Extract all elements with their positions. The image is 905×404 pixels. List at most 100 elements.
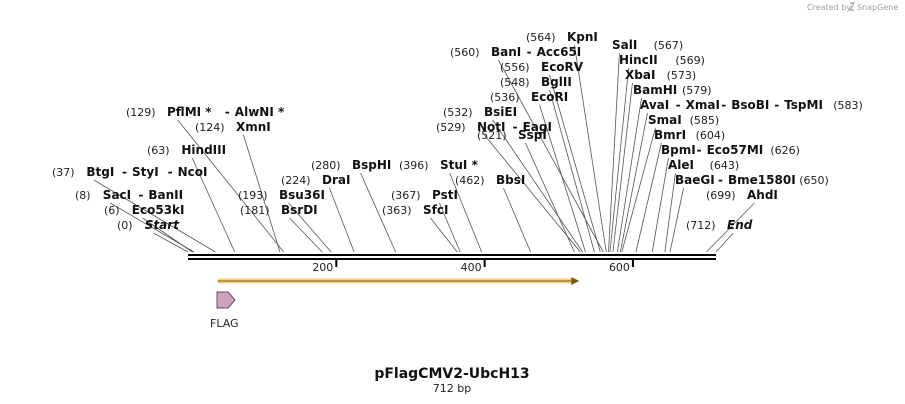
enzyme-separator: -	[718, 173, 723, 187]
enzyme-name: SalI	[612, 38, 637, 52]
enzyme-site[interactable]: - Bme1580I	[718, 173, 796, 187]
enzyme-site[interactable]: (521) SspI	[477, 128, 547, 142]
enzyme-site[interactable]: (124) XmnI	[195, 120, 271, 134]
enzyme-site[interactable]: BamHI	[633, 83, 677, 97]
enzyme-position: (536)	[490, 91, 520, 104]
enzyme-site[interactable]: (583)	[833, 99, 863, 112]
enzyme-name: KpnI	[567, 30, 598, 44]
enzyme-position: (579)	[682, 84, 712, 97]
enzyme-site[interactable]: (556) EcoRV	[500, 60, 584, 74]
enzyme-site[interactable]: (193) Bsu36I	[238, 188, 325, 202]
enzyme-site[interactable]: (462) BbsI	[455, 173, 525, 187]
enzyme-site[interactable]: - Acc65I	[527, 45, 582, 59]
leader-line	[616, 97, 642, 253]
enzyme-site[interactable]: - BsoBI	[721, 98, 769, 112]
enzyme-site[interactable]: XbaI	[625, 68, 655, 82]
leader-line	[612, 82, 633, 253]
enzyme-site[interactable]: SmaI	[648, 113, 682, 127]
enzyme-name: StyI	[132, 165, 159, 179]
ruler-tick-label: 200	[312, 261, 333, 274]
enzyme-position: (37)	[52, 166, 75, 179]
enzyme-site[interactable]: (579)	[682, 84, 712, 97]
enzyme-position: (363)	[382, 204, 412, 217]
enzyme-position: (0)	[117, 219, 133, 232]
credit-brand: SnapGene	[857, 3, 898, 12]
enzyme-site[interactable]: (548) BglII	[500, 75, 572, 89]
enzyme-site[interactable]: (181) BsrDI	[240, 203, 318, 217]
enzyme-site[interactable]: HincII	[619, 53, 658, 67]
enzyme-site[interactable]: - TspMI	[774, 98, 823, 112]
leader-line	[498, 59, 604, 253]
enzyme-site[interactable]: SalI	[612, 38, 637, 52]
enzyme-site[interactable]: (363) SfcI	[382, 203, 448, 217]
enzyme-site[interactable]: (712) End	[686, 218, 753, 232]
leader-line	[329, 187, 355, 253]
enzyme-site[interactable]: (699) AhdI	[706, 188, 778, 202]
enzyme-site[interactable]: - BanII	[138, 188, 183, 202]
enzyme-site[interactable]: (536) EcoRI	[490, 90, 568, 104]
enzyme-site[interactable]: (567)	[654, 39, 684, 52]
leader-lines	[93, 44, 755, 253]
enzyme-site[interactable]: (564) KpnI	[526, 30, 598, 44]
enzyme-position: (532)	[443, 106, 473, 119]
flag-feature-arrow[interactable]	[216, 291, 236, 309]
enzyme-site[interactable]: (532) BsiEI	[443, 105, 517, 119]
enzyme-position: (63)	[147, 144, 170, 157]
flag-feature-label: FLAG	[210, 317, 239, 330]
enzyme-site[interactable]: (569)	[675, 54, 705, 67]
enzyme-name: SmaI	[648, 113, 682, 127]
enzyme-site[interactable]: (626)	[770, 144, 800, 157]
enzyme-site[interactable]: AleI	[668, 158, 694, 172]
enzyme-separator: -	[774, 98, 779, 112]
enzyme-site[interactable]: BpmI	[661, 143, 696, 157]
enzyme-site[interactable]: (367) PstI	[391, 188, 458, 202]
enzyme-site[interactable]: (560) BanI	[450, 45, 521, 59]
enzyme-site[interactable]: (0) Start	[117, 218, 180, 232]
enzyme-site[interactable]: - Eco57MI	[697, 143, 764, 157]
ruler-tick-label: 600	[609, 261, 630, 274]
enzyme-name: AhdI	[747, 188, 778, 202]
enzyme-site[interactable]: (585)	[690, 114, 720, 127]
enzyme-site[interactable]: (6) Eco53kI	[104, 203, 185, 217]
leader-line	[549, 89, 595, 253]
enzyme-site[interactable]: BmrI	[654, 128, 686, 142]
enzyme-site[interactable]: (650)	[799, 174, 829, 187]
enzyme-name: BsoBI	[731, 98, 769, 112]
leader-line	[669, 187, 684, 253]
enzyme-site[interactable]: (643)	[710, 159, 740, 172]
enzyme-name: NcoI	[178, 165, 208, 179]
enzyme-site[interactable]: (604)	[696, 129, 726, 142]
enzyme-site[interactable]: (63) HindIII	[147, 143, 226, 157]
enzyme-site[interactable]: (529) NotI	[436, 120, 506, 134]
enzyme-separator: -	[138, 188, 143, 202]
enzyme-name: XmnI	[236, 120, 271, 134]
enzyme-site[interactable]: (37) BtgI	[52, 165, 114, 179]
leader-line	[503, 187, 531, 253]
leader-line	[430, 217, 458, 253]
enzyme-name: EagI	[523, 120, 552, 134]
enzyme-site[interactable]: - NcoI	[168, 165, 208, 179]
enzyme-site[interactable]: - AlwNI *	[225, 105, 285, 119]
enzyme-position: (129)	[126, 106, 156, 119]
enzyme-site[interactable]: - StyI	[122, 165, 159, 179]
enzyme-site[interactable]: - XmaI	[676, 98, 720, 112]
leader-line	[621, 127, 656, 253]
enzyme-site[interactable]: (573)	[667, 69, 697, 82]
enzyme-site[interactable]: (396) StuI *	[399, 158, 479, 172]
enzyme-position: (181)	[240, 204, 270, 217]
map-length: 712 bp	[433, 382, 471, 395]
enzyme-position: (585)	[690, 114, 720, 127]
enzyme-site[interactable]: AvaI	[640, 98, 669, 112]
enzyme-site[interactable]: (129) PflMI *	[126, 105, 212, 119]
enzyme-separator: -	[225, 105, 230, 119]
enzyme-site[interactable]: - EagI	[513, 120, 552, 134]
enzyme-labels: (0) Start (712) End (6) Eco53kI (181) BsrDI (363…	[52, 30, 863, 232]
enzyme-name: BanII	[148, 188, 183, 202]
enzyme-site[interactable]: (280) BspHI	[311, 158, 391, 172]
enzyme-position: (583)	[833, 99, 863, 112]
enzyme-site[interactable]: BaeGI	[675, 173, 715, 187]
orf-arrow[interactable]	[217, 277, 580, 285]
enzyme-site[interactable]: (8) SacI	[75, 188, 131, 202]
enzyme-site[interactable]: (224) DraI	[281, 173, 350, 187]
leader-line	[525, 142, 575, 253]
